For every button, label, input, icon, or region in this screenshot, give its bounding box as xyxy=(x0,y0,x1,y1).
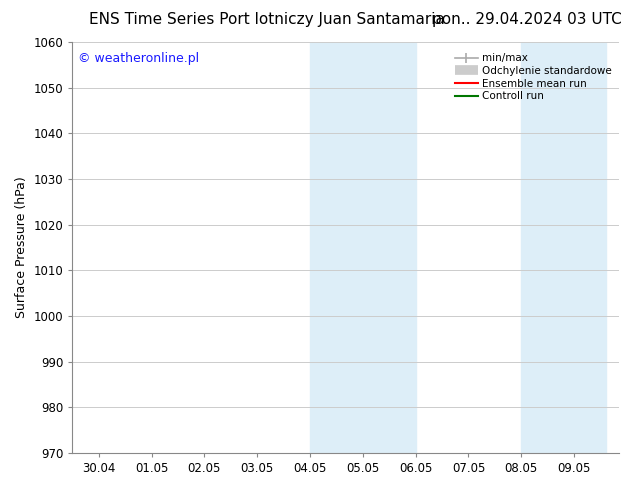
Text: pon.. 29.04.2024 03 UTC: pon.. 29.04.2024 03 UTC xyxy=(432,12,621,27)
Text: ENS Time Series Port lotniczy Juan Santamaria: ENS Time Series Port lotniczy Juan Santa… xyxy=(89,12,444,27)
Legend: min/max, Odchylenie standardowe, Ensemble mean run, Controll run: min/max, Odchylenie standardowe, Ensembl… xyxy=(453,51,614,103)
Text: © weatheronline.pl: © weatheronline.pl xyxy=(78,52,199,65)
Bar xyxy=(310,42,416,453)
Y-axis label: Surface Pressure (hPa): Surface Pressure (hPa) xyxy=(15,176,28,318)
Bar xyxy=(521,42,606,453)
